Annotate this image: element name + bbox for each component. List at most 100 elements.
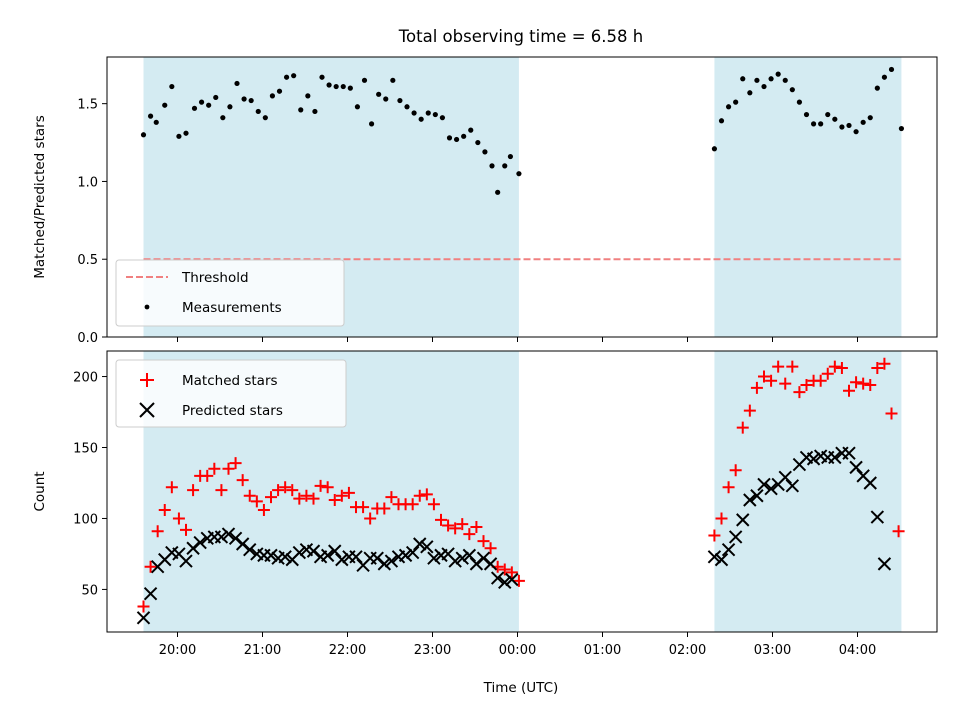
measurement-point [312, 108, 318, 115]
matched-star-point [180, 523, 192, 536]
predicted-star-point [398, 548, 413, 563]
matched-star-point [772, 360, 785, 373]
measurement-point [482, 149, 488, 155]
predicted-star-point [221, 527, 236, 541]
predicted-star-point [505, 572, 519, 587]
count-panel: 50 100 150 200 20:00 21:00 22:00 23:00 00:00 01:… [32, 350, 938, 658]
measurement-point [255, 108, 261, 115]
measurement-point [860, 119, 866, 125]
predicted-star-point [264, 548, 278, 563]
matched-star-point [793, 386, 806, 399]
predicted-star-point [806, 452, 821, 466]
matched-star-point [484, 542, 497, 555]
measurement-point [319, 74, 325, 80]
matched-star-point [892, 525, 905, 538]
matched-star-point [758, 370, 770, 383]
matched-star-point [857, 377, 870, 390]
measurement-point [832, 116, 838, 122]
measurement-point [446, 135, 453, 141]
measurement-point [768, 76, 774, 82]
matched-legend-swatch [140, 373, 154, 387]
measurement-point [425, 110, 431, 116]
measurement-point [733, 99, 739, 105]
predicted-star-point [849, 460, 863, 475]
ratio-legend-box [115, 259, 345, 327]
ratio-y-axis-label: Matched/Predicted stars [32, 115, 48, 278]
measurement-point [818, 121, 824, 127]
matched-star-point [498, 563, 511, 576]
measurement-point [782, 77, 788, 83]
matched-star-point [729, 464, 742, 477]
predicted-star-point [377, 557, 392, 571]
predicted-legend-label: Predicted stars [182, 403, 283, 419]
measurement-point [153, 119, 159, 125]
measurement-point [718, 118, 725, 124]
measurement-point [220, 115, 226, 121]
chart-title: Total observing time = 6.58 h [398, 27, 643, 46]
matched-star-point [743, 404, 756, 417]
matched-star-point [165, 481, 178, 494]
predicted-star-point [707, 550, 722, 564]
count-legend-box [115, 359, 347, 428]
x-tick-label: 03:00 [754, 643, 791, 658]
matched-legend-label: Matched stars [182, 373, 278, 389]
matched-star-point [342, 486, 355, 499]
x-tick-label: 23:00 [414, 643, 451, 658]
predicted-star-point [420, 540, 434, 554]
measurement-point [283, 74, 290, 80]
matched-star-point [229, 457, 242, 470]
matched-star-point [864, 379, 877, 392]
measurement-point [839, 124, 845, 130]
count-plot-frame [106, 350, 938, 633]
matched-star-point [885, 407, 898, 420]
predicted-star-point [828, 450, 842, 465]
matched-star-point [708, 529, 721, 542]
count-y-axis-label: Count [32, 471, 48, 511]
predicted-star-point [778, 470, 792, 485]
predicted-star-point [328, 544, 342, 558]
matched-star-point [715, 512, 728, 525]
measurement-point [439, 115, 446, 121]
matched-star-point [144, 560, 157, 573]
measurement-point [507, 153, 514, 160]
matched-star-point [786, 360, 799, 373]
matched-star-point [878, 357, 891, 370]
matched-star-point [413, 489, 426, 502]
matched-star-point [456, 518, 469, 531]
matched-star-point [765, 374, 778, 387]
matched-star-point [463, 528, 476, 541]
ratio-panel: 0.0 0.5 1.0 1.5 Matched/Predicted stars Thr… [32, 56, 938, 346]
predicted-star-point [179, 554, 193, 568]
predicted-star-point [214, 530, 229, 544]
measurement-point [502, 163, 508, 169]
predicted-star-point [743, 493, 757, 507]
measurement-point [169, 83, 175, 90]
predicted-star-point [462, 548, 477, 563]
measurement-point [453, 136, 460, 143]
predicted-star-point [384, 554, 399, 568]
measurement-point [147, 113, 154, 119]
measurement-point [761, 83, 767, 90]
matched-star-point [722, 481, 735, 494]
measurement-point [796, 99, 803, 105]
x-tick-label: 20:00 [159, 643, 196, 658]
matched-star-point [442, 519, 455, 532]
matched-star-point [201, 469, 214, 482]
predicted-star-point [750, 489, 764, 503]
measurement-point [495, 189, 501, 195]
matched-star-point [779, 377, 792, 390]
measurement-point [846, 122, 852, 129]
measurement-point [383, 96, 389, 102]
predicted-star-point [736, 513, 750, 527]
matched-star-point [357, 501, 370, 514]
predicted-star-point [863, 476, 877, 490]
matched-star-point [265, 491, 277, 504]
y-tick-label: 150 [73, 442, 98, 457]
matched-star-point [828, 360, 841, 373]
matched-star-point [279, 481, 292, 494]
matched-star-point [250, 495, 263, 508]
matched-star-point [257, 503, 270, 516]
measurement-point [354, 104, 361, 110]
measurement-point [234, 80, 240, 87]
measurement-point [418, 116, 424, 122]
